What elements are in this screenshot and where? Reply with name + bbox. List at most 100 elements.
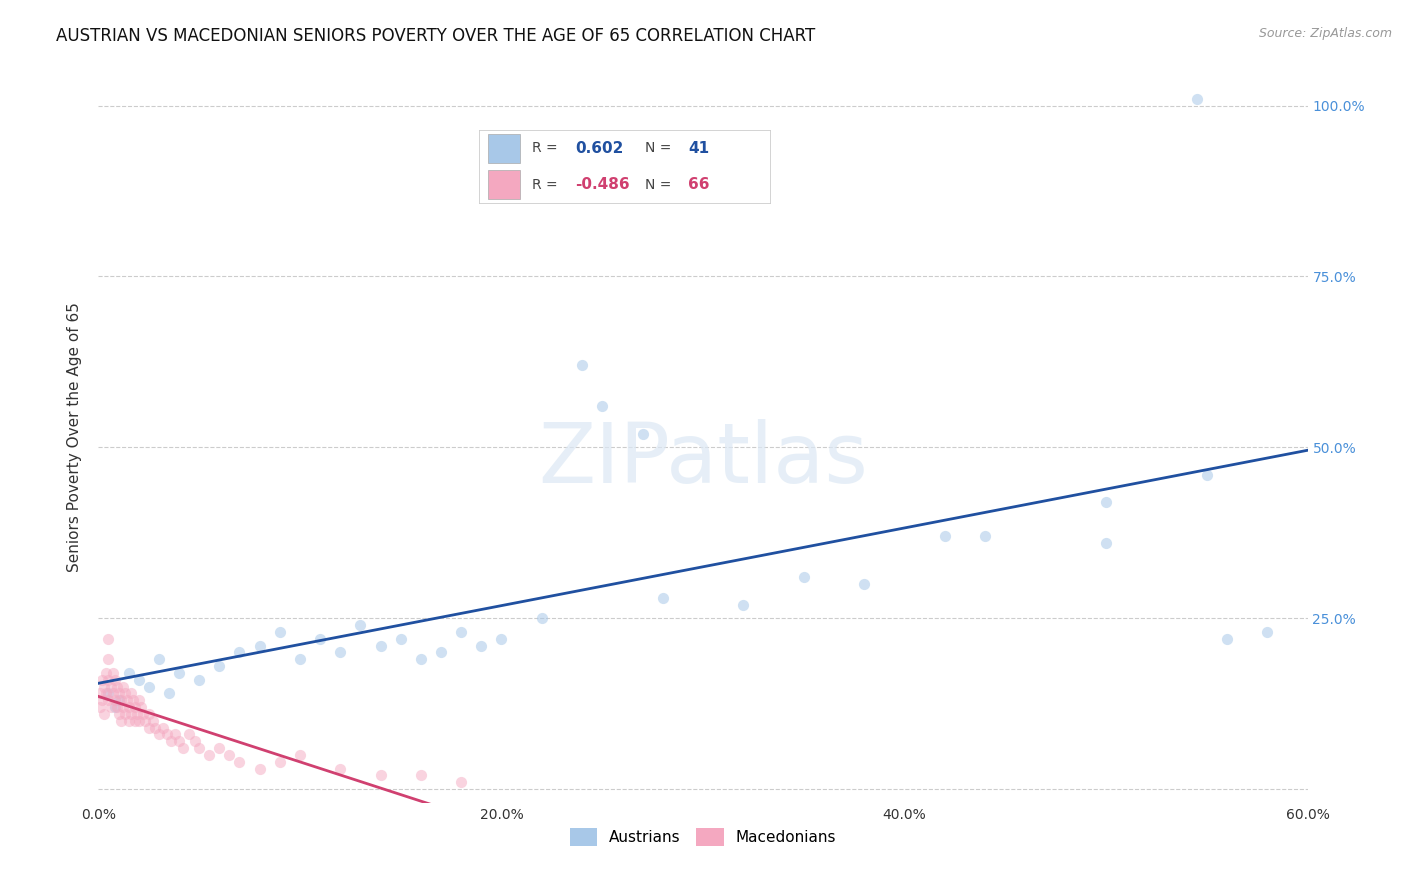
Point [118,714,141,728]
Point [208,659,231,673]
Point [107,686,129,700]
Point [218,747,240,762]
Point [188,673,211,687]
Point [128,673,150,687]
Point [288,747,311,762]
Point [148,652,170,666]
Point [370,768,392,782]
Point [1195,467,1218,482]
Point [125,706,148,721]
Point [409,768,432,782]
Point [134,714,156,728]
Point [370,639,392,653]
Y-axis label: Seniors Poverty Over the Age of 65: Seniors Poverty Over the Age of 65 [67,302,83,572]
Point [1216,632,1239,646]
Point [107,706,129,721]
Point [208,741,231,756]
Point [156,727,179,741]
Point [120,686,142,700]
Point [188,741,211,756]
Point [103,673,125,687]
Point [853,577,876,591]
Point [793,570,815,584]
Point [89,686,111,700]
Point [184,734,207,748]
Point [93,680,115,694]
Point [121,693,143,707]
Point [115,693,138,707]
Point [179,727,201,741]
Point [1095,536,1118,550]
Point [89,700,111,714]
Point [249,762,271,776]
Point [138,680,160,694]
Point [129,700,152,714]
Point [160,734,183,748]
Point [163,727,186,741]
Point [450,775,472,789]
Point [96,686,118,700]
Point [591,400,613,414]
Point [470,639,492,653]
Point [934,529,956,543]
Point [100,680,122,694]
Point [228,755,250,769]
Point [269,624,291,639]
Point [157,686,180,700]
Point [167,665,190,680]
Point [97,673,120,687]
Point [288,652,311,666]
Point [1095,495,1118,509]
Point [138,706,160,721]
Point [228,645,250,659]
Point [118,665,141,680]
Point [198,747,221,762]
Point [167,734,190,748]
Point [91,693,114,707]
Point [110,693,132,707]
Text: ZIPatlas: ZIPatlas [538,418,868,500]
Point [143,721,166,735]
Point [114,706,136,721]
Point [1185,92,1208,106]
Point [97,632,120,646]
Point [138,721,160,735]
Point [142,714,165,728]
Point [101,686,124,700]
Point [111,700,134,714]
Text: AUSTRIAN VS MACEDONIAN SENIORS POVERTY OVER THE AGE OF 65 CORRELATION CHART: AUSTRIAN VS MACEDONIAN SENIORS POVERTY O… [56,27,815,45]
Point [733,598,755,612]
Point [103,693,125,707]
Point [651,591,673,605]
Point [124,700,146,714]
Point [100,700,122,714]
Point [148,727,170,741]
Legend: Austrians, Macedonians: Austrians, Macedonians [569,828,837,847]
Text: Source: ZipAtlas.com: Source: ZipAtlas.com [1258,27,1392,40]
Point [349,618,371,632]
Point [93,706,115,721]
Point [309,632,332,646]
Point [101,665,124,680]
Point [103,700,125,714]
Point [1256,624,1278,639]
Point [97,686,120,700]
Point [118,700,141,714]
Point [124,714,146,728]
Point [329,645,352,659]
Point [107,693,129,707]
Point [409,652,432,666]
Point [120,706,142,721]
Point [172,741,194,756]
Point [430,645,453,659]
Point [110,714,132,728]
Point [128,714,150,728]
Point [97,652,120,666]
Point [491,632,513,646]
Point [450,624,472,639]
Point [105,680,128,694]
Point [152,721,174,735]
Point [269,755,291,769]
Point [111,680,134,694]
Point [105,700,128,714]
